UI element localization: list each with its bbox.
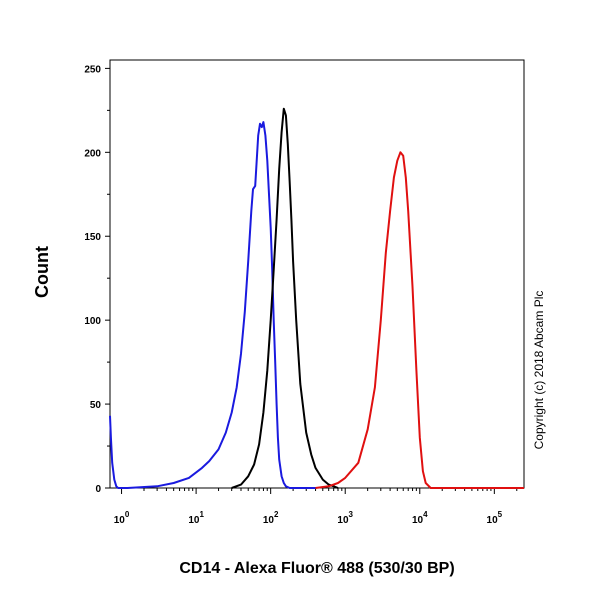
y-axis-ticks [105, 67, 110, 489]
x-tick-label: 105 [487, 510, 503, 526]
x-tick-label: 100 [114, 510, 130, 526]
series-line-2 [231, 107, 339, 489]
y-tick-label: 150 [84, 232, 101, 243]
series-layer [109, 107, 524, 489]
y-tick-label: 100 [84, 316, 101, 327]
series-line-1 [109, 121, 316, 489]
x-tick-label: 102 [263, 510, 279, 526]
x-axis-ticks [121, 488, 518, 494]
y-axis-label: Count [32, 246, 52, 298]
x-tick-label: 103 [337, 510, 353, 526]
y-tick-label: 0 [95, 484, 101, 495]
series-line-3 [315, 151, 524, 489]
y-axis-tick-labels: 0 50 100 150 200 250 [84, 64, 101, 495]
x-axis-tick-labels: 100 101 102 103 104 105 [114, 510, 503, 526]
y-tick-label: 200 [84, 148, 101, 159]
x-tick-label: 104 [412, 510, 428, 526]
plot-frame [109, 59, 525, 489]
x-tick-label: 101 [188, 510, 204, 526]
y-tick-label: 250 [84, 64, 101, 75]
x-axis-label: CD14 - Alexa Fluor® 488 (530/30 BP) [179, 560, 454, 577]
y-tick-label: 50 [90, 400, 102, 411]
copyright-annotation: Copyright (c) 2018 Abcam Plc [532, 291, 546, 450]
